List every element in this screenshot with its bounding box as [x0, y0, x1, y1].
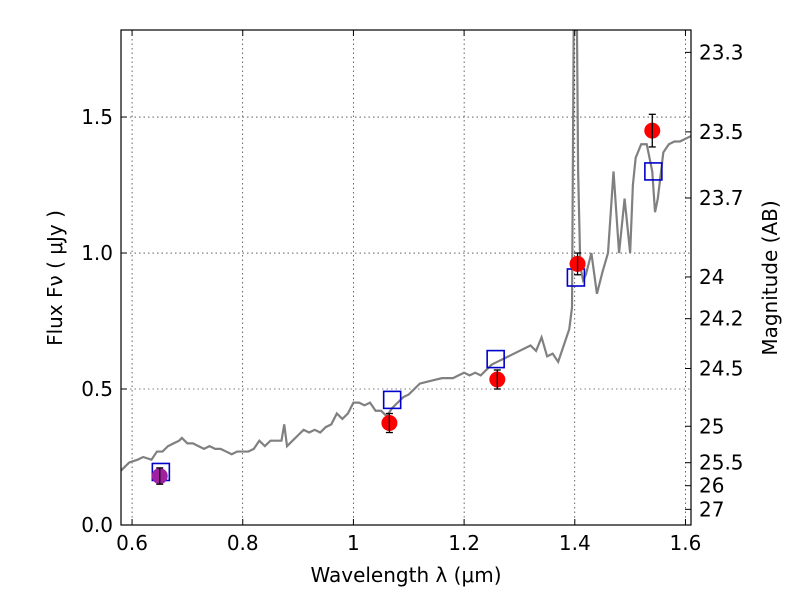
x-tick-label: 1: [347, 531, 360, 555]
y-tick-label: 1.5: [81, 105, 113, 129]
data-point: [644, 113, 661, 148]
right-tick-label: 25.5: [699, 451, 744, 475]
y-ticks: 0.0 0.5 1.0 1.5: [81, 105, 127, 537]
plot-border: [120, 29, 692, 526]
x-ticks: 0.6 0.8 1 1.2 1.4 1.6: [116, 30, 701, 555]
right-tick-label: 27: [699, 497, 724, 521]
x-tick-label: 0.6: [116, 531, 148, 555]
x-tick-label: 1.6: [670, 531, 702, 555]
y-axis-label: Flux Fν ( μJy ): [43, 210, 67, 346]
data-point: [381, 412, 398, 434]
data-point: [569, 252, 586, 276]
x-tick-label: 1.2: [448, 531, 480, 555]
right-tick-label: 25: [699, 414, 724, 438]
model-spectrum-line: [121, 30, 691, 472]
model-squares-layer: [151, 162, 663, 482]
x-tick-label: 0.8: [227, 531, 259, 555]
right-tick-label: 24.5: [699, 356, 744, 380]
data-point: [151, 467, 168, 485]
y-tick-label: 0.5: [81, 377, 113, 401]
plot-frame: [120, 29, 692, 526]
y-tick-label: 1.0: [81, 241, 113, 265]
model-square: [486, 349, 505, 369]
x-axis-label: Wavelength λ (μm): [310, 563, 501, 587]
observed-points-layer: [151, 113, 661, 485]
model-spectrum-layer: [121, 30, 691, 472]
model-square: [382, 390, 402, 410]
x-tick-label: 1.4: [559, 531, 591, 555]
y-axis-label-right: Magnitude (AB): [758, 200, 782, 355]
grid: [121, 30, 691, 526]
y-tick-label: 0.0: [81, 513, 113, 537]
right-tick-label: 23.3: [699, 40, 744, 64]
right-tick-label: 24: [699, 265, 724, 289]
data-point: [489, 369, 506, 390]
right-tick-label: 26: [699, 474, 724, 498]
right-tick-label: 24.2: [699, 307, 744, 331]
model-square: [644, 162, 663, 181]
right-tick-label: 23.7: [699, 186, 744, 210]
right-tick-label: 23.5: [699, 120, 744, 144]
